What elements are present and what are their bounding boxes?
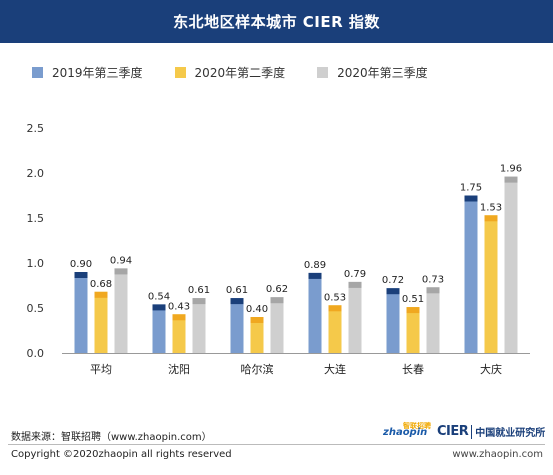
zhaopin-logo: 智联招聘 zhaopin bbox=[383, 422, 431, 442]
chart-legend: 2019年第三季度 2020年第二季度 2020年第三季度 bbox=[32, 62, 460, 82]
bar-cap bbox=[348, 281, 362, 288]
bar-cap bbox=[152, 304, 166, 311]
bar-cap bbox=[308, 272, 322, 279]
data-label: 0.94 bbox=[110, 255, 132, 266]
bar bbox=[94, 291, 108, 353]
bar-cap bbox=[74, 272, 88, 278]
data-label: 0.51 bbox=[402, 294, 424, 305]
bar-cap bbox=[328, 305, 342, 312]
zhaopin-logo-cn: 智联招聘 bbox=[403, 422, 431, 430]
x-tick-label: 平均 bbox=[90, 363, 112, 376]
y-tick-label: 0.0 bbox=[27, 347, 45, 360]
y-tick-label: 0.5 bbox=[27, 302, 45, 315]
copyright-text: Copyright ©2020zhaopin all rights reserv… bbox=[11, 449, 232, 460]
bar bbox=[270, 297, 284, 353]
bar-cap bbox=[114, 268, 128, 275]
legend-swatch-series-1 bbox=[174, 66, 186, 78]
x-tick-label: 沈阳 bbox=[168, 362, 190, 376]
site-url: www.zhaopin.com bbox=[452, 449, 543, 460]
bar bbox=[426, 287, 440, 353]
x-tick-label: 哈尔滨 bbox=[241, 362, 274, 376]
data-label: 0.89 bbox=[304, 260, 326, 271]
bar bbox=[484, 215, 498, 353]
bar-chart: 0.0 0.5 1.0 1.5 2.0 2.5 0.90 0.68 0.94 平均 0.540.43… bbox=[27, 122, 530, 376]
legend-swatch-series-2 bbox=[317, 66, 329, 78]
bar bbox=[230, 298, 244, 353]
y-tick-label: 1.5 bbox=[27, 212, 45, 225]
bar-cap bbox=[172, 314, 186, 321]
x-tick-label: 大连 bbox=[324, 362, 346, 376]
bar bbox=[328, 305, 342, 353]
page-title: 东北地区样本城市 CIER 指数 bbox=[173, 13, 380, 31]
cier-logo-text: CIER bbox=[437, 424, 469, 439]
zhaopin-logo-text: zhaopin bbox=[383, 427, 428, 438]
data-label: 0.73 bbox=[422, 274, 444, 285]
bar-cap bbox=[230, 298, 244, 305]
x-tick-label: 大庆 bbox=[480, 362, 502, 376]
legend-item-series-0: 2019年第三季度 bbox=[32, 64, 143, 81]
legend-swatch-series-0 bbox=[32, 66, 43, 78]
data-source-note: 数据来源：智联招聘（www.zhaopin.com） bbox=[11, 432, 212, 443]
y-tick-label: 1.0 bbox=[27, 257, 45, 270]
data-label: 1.96 bbox=[500, 164, 522, 175]
bar-cap bbox=[270, 297, 284, 304]
cier-logo-divider bbox=[471, 424, 473, 439]
bar bbox=[464, 195, 478, 353]
bar-cap bbox=[94, 291, 108, 298]
data-label: 0.61 bbox=[188, 285, 210, 296]
data-label: 1.53 bbox=[480, 202, 502, 213]
bar bbox=[386, 288, 400, 353]
legend-label-series-1: 2020年第二季度 bbox=[194, 65, 286, 80]
page-header: 东北地区样本城市 CIER 指数 bbox=[0, 0, 553, 43]
data-label: 0.54 bbox=[148, 291, 170, 302]
legend-item-series-2: 2020年第三季度 bbox=[317, 64, 428, 81]
bar-cap bbox=[504, 176, 518, 183]
x-tick-label: 长春 bbox=[402, 363, 424, 376]
footer-divider bbox=[8, 444, 545, 445]
bar bbox=[348, 281, 362, 353]
y-tick-label: 2.5 bbox=[27, 122, 45, 135]
bar bbox=[192, 298, 206, 353]
y-tick-label: 2.0 bbox=[27, 167, 45, 180]
data-label: 0.62 bbox=[266, 284, 288, 295]
bar bbox=[172, 314, 186, 353]
bar-cap bbox=[484, 215, 498, 222]
bar bbox=[114, 268, 128, 353]
bar-cap bbox=[386, 288, 400, 295]
bar bbox=[406, 307, 420, 353]
bar-cap bbox=[192, 298, 206, 305]
data-label: 0.40 bbox=[246, 304, 268, 315]
legend-item-series-1: 2020年第二季度 bbox=[174, 64, 286, 81]
data-label: 0.43 bbox=[168, 301, 190, 312]
data-label: 0.79 bbox=[344, 269, 366, 280]
legend-label-series-0: 2019年第三季度 bbox=[52, 65, 143, 80]
legend-label-series-2: 2020年第三季度 bbox=[337, 65, 428, 80]
data-label: 0.61 bbox=[226, 285, 248, 296]
bar bbox=[152, 304, 166, 353]
data-label: 0.68 bbox=[90, 279, 112, 290]
data-label: 0.90 bbox=[70, 259, 92, 270]
bar-cap bbox=[406, 307, 420, 314]
bar bbox=[504, 176, 518, 353]
data-label: 1.75 bbox=[460, 183, 482, 194]
cier-logo-cn: 中国就业研究所 bbox=[475, 428, 546, 439]
bar bbox=[308, 272, 322, 353]
data-label: 0.72 bbox=[382, 275, 404, 286]
bar-cap bbox=[426, 287, 440, 294]
data-label: 0.53 bbox=[324, 292, 346, 303]
cier-logo: CIER 中国就业研究所 bbox=[437, 424, 545, 439]
bar-cap bbox=[464, 195, 478, 202]
bar-cap bbox=[250, 317, 264, 323]
bar bbox=[74, 272, 88, 353]
bar bbox=[250, 317, 264, 353]
